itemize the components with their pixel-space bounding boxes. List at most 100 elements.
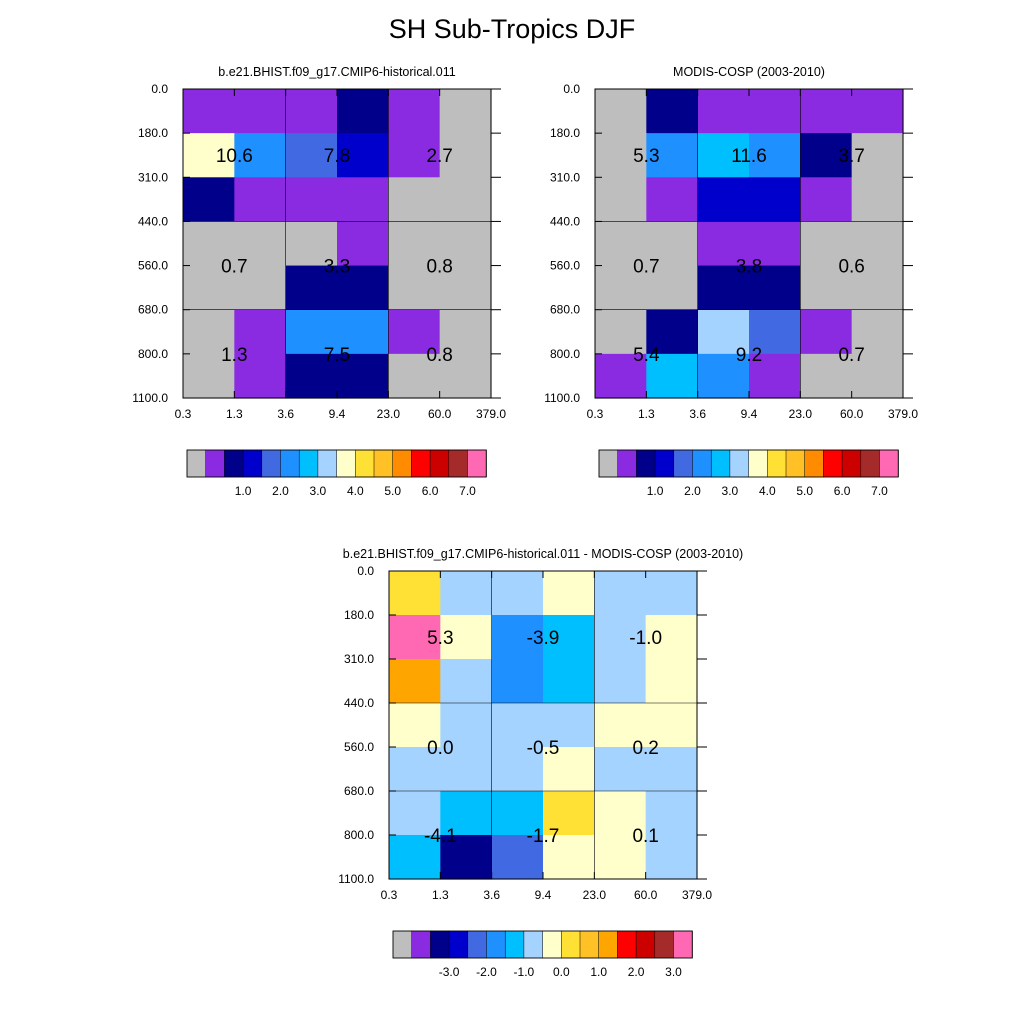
x-tick-label: 379.0 xyxy=(888,407,918,421)
x-tick-label: 9.4 xyxy=(535,888,552,902)
colorbar-swatch xyxy=(879,449,899,478)
colorbar-label: 3.0 xyxy=(722,484,739,498)
heatmap-cell xyxy=(594,747,647,792)
heatmap-cell xyxy=(337,177,389,223)
block-value-label: 0.6 xyxy=(838,257,864,278)
heatmap-cell xyxy=(543,615,595,660)
block-value-label: 2.7 xyxy=(426,146,452,167)
colorbar-swatch xyxy=(767,449,787,478)
heatmap-cell xyxy=(595,309,647,355)
colorbar-swatch xyxy=(467,930,488,959)
heatmap-cell xyxy=(645,791,698,836)
heatmap-cell xyxy=(440,747,493,792)
heatmap-cell xyxy=(183,309,235,355)
x-tick-label: 1.3 xyxy=(432,888,449,902)
heatmap-cell xyxy=(749,309,801,355)
heatmap-cell xyxy=(440,791,493,836)
heatmap-cell xyxy=(595,221,647,267)
heatmap-cell xyxy=(389,835,441,880)
colorbar-swatch xyxy=(392,930,413,959)
colorbar-swatch xyxy=(242,449,263,478)
heatmap-cell xyxy=(594,615,647,660)
block-value-label: 5.3 xyxy=(633,146,659,167)
colorbar-label: -1.0 xyxy=(514,965,535,979)
colorbar-swatch xyxy=(467,449,487,478)
y-tick-label: 680.0 xyxy=(344,784,374,798)
block-value-label: 7.5 xyxy=(324,345,350,366)
chart-panel-1: 0.3 1.3 3.6 9.4 23.0 60.0 379.0 0.0 180.0 310.0 44… xyxy=(132,65,506,498)
heatmap-cell xyxy=(543,747,595,792)
heatmap-cell xyxy=(595,177,647,223)
heatmap-cell xyxy=(491,615,544,660)
colorbar-swatch xyxy=(336,449,356,478)
y-tick-label: 0.0 xyxy=(357,564,374,578)
x-tick-label: 23.0 xyxy=(377,407,401,421)
colorbar-swatch xyxy=(355,449,375,478)
heatmap-cell xyxy=(645,703,698,748)
colorbar-swatch xyxy=(317,449,338,478)
heatmap-cell xyxy=(285,309,338,355)
chart-panel-2: 0.3 1.3 3.6 9.4 23.0 60.0 379.0 0.0 180.0 310.0 44… xyxy=(544,65,918,498)
colorbar-swatch xyxy=(860,449,881,478)
heatmap-cell xyxy=(645,571,698,616)
heatmap-cell xyxy=(800,221,853,267)
y-tick-label: 800.0 xyxy=(138,347,168,361)
colorbar-swatch xyxy=(280,449,300,478)
heatmap-cell xyxy=(183,177,235,223)
heatmap-cell xyxy=(285,89,338,134)
heatmap-cell xyxy=(646,133,699,178)
colorbar-swatch xyxy=(598,930,618,959)
y-tick-label: 560.0 xyxy=(550,259,580,273)
heatmap-cell xyxy=(851,221,904,267)
colorbar-swatch xyxy=(785,449,806,478)
heatmap-cell xyxy=(337,353,389,399)
heatmap-cell xyxy=(389,659,441,704)
heatmap-cell xyxy=(594,835,647,880)
colorbar-swatch xyxy=(729,449,750,478)
colorbar: 1.0 2.0 3.0 4.0 5.0 6.0 7.0 xyxy=(598,449,899,498)
block-value-label: -1.0 xyxy=(629,628,662,649)
y-tick-label: 0.0 xyxy=(151,82,168,96)
heatmap-cell xyxy=(749,89,801,134)
y-tick-label: 680.0 xyxy=(550,303,580,317)
y-tick-label: 560.0 xyxy=(138,259,168,273)
heatmap-cell xyxy=(440,703,493,748)
heatmap-cell xyxy=(595,89,647,134)
panel-title: b.e21.BHIST.f09_g17.CMIP6-historical.011 xyxy=(218,65,455,79)
block-value-label: -3.9 xyxy=(527,628,560,649)
colorbar-swatch xyxy=(411,930,431,959)
block-value-label: 3.7 xyxy=(838,146,864,167)
x-tick-label: 3.6 xyxy=(483,888,500,902)
colorbar-swatch xyxy=(654,449,675,478)
colorbar-swatch xyxy=(429,449,450,478)
heatmap-cell xyxy=(285,133,338,178)
colorbar-label: 1.0 xyxy=(590,965,607,979)
panel-title: b.e21.BHIST.f09_g17.CMIP6-historical.011… xyxy=(343,547,743,561)
colorbar-swatch xyxy=(186,449,207,478)
heatmap-cell xyxy=(234,265,287,311)
heatmap-cell xyxy=(646,221,699,267)
colorbar-label: -2.0 xyxy=(476,965,497,979)
y-tick-label: 440.0 xyxy=(138,214,168,228)
colorbar-swatch xyxy=(430,930,450,959)
heatmap-cell xyxy=(491,835,544,880)
heatmap-cell xyxy=(800,353,853,399)
heatmap-cell xyxy=(543,703,595,748)
heatmap-cell xyxy=(851,133,904,178)
heatmap-cell xyxy=(439,353,492,399)
heatmap-cell xyxy=(543,835,595,880)
heatmap-cell xyxy=(439,177,492,223)
heatmap-cell xyxy=(388,177,441,223)
heatmap-cell xyxy=(388,353,441,399)
colorbar-swatch xyxy=(598,449,619,478)
colorbar-label: 3.0 xyxy=(665,965,682,979)
heatmap-cell xyxy=(389,571,441,616)
colorbar-swatch xyxy=(617,930,637,959)
colorbar-swatch xyxy=(486,930,506,959)
heatmap-cell xyxy=(389,791,441,836)
colorbar-swatch xyxy=(673,449,694,478)
heatmap-cell xyxy=(337,89,389,134)
heatmap-cell xyxy=(439,89,492,134)
heatmap-cell xyxy=(697,265,750,311)
